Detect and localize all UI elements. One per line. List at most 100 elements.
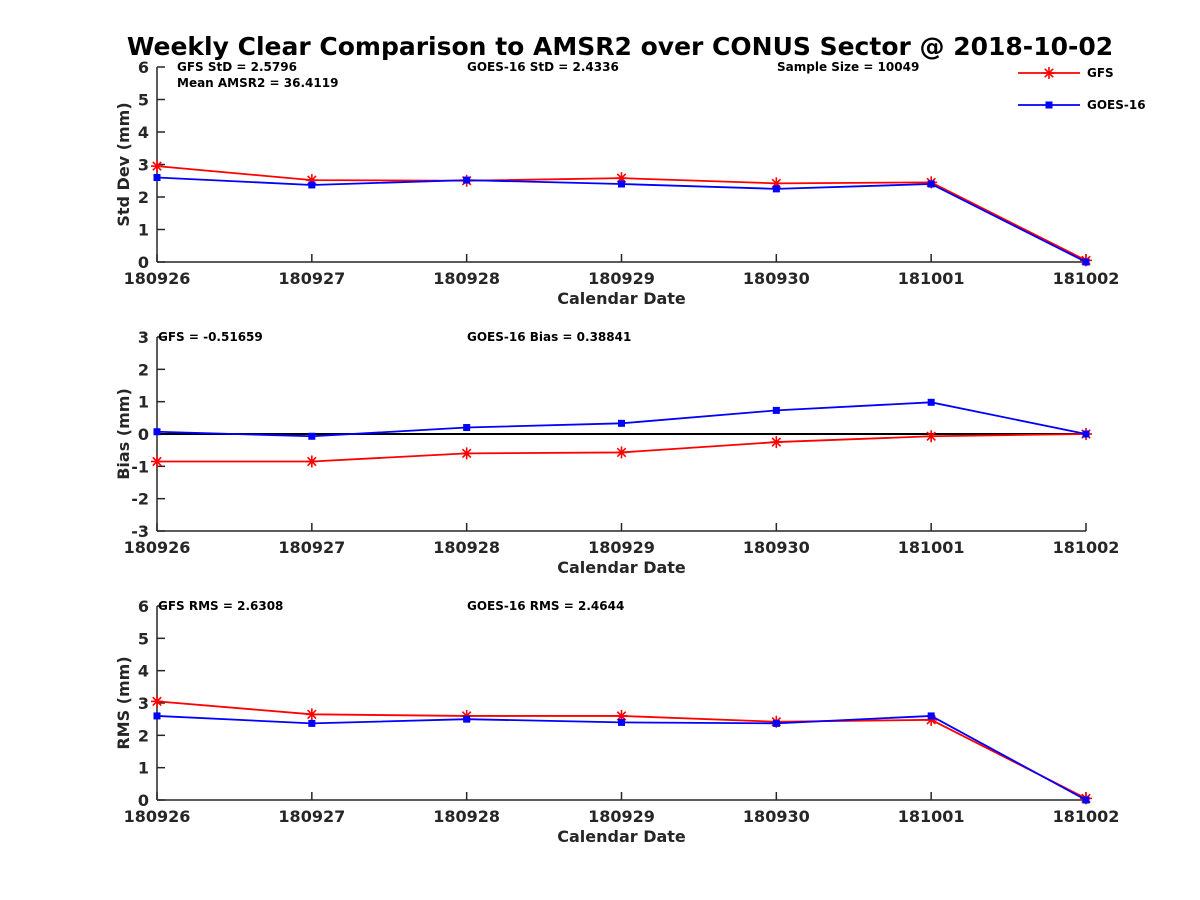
stat-annotation: GOES-16 RMS = 2.4644 [467, 599, 624, 613]
x-tick-label: 181002 [1053, 269, 1120, 288]
data-point-goes16 [927, 180, 935, 188]
y-tick-label: 1 [138, 221, 149, 240]
legend-marker-gfs [1043, 67, 1055, 79]
data-point-gfs [305, 708, 318, 721]
data-point-gfs [305, 455, 318, 468]
y-tick-label: 2 [138, 726, 149, 745]
x-tick-label: 181001 [898, 269, 965, 288]
stat-annotation: Sample Size = 10049 [777, 60, 919, 74]
y-tick-label: 0 [138, 425, 149, 444]
x-tick-label: 181002 [1053, 538, 1120, 557]
legend-goes16-marker [1045, 101, 1053, 109]
data-point-goes16 [463, 176, 471, 184]
data-point-goes16 [772, 406, 780, 414]
panel-1: 0 1 2 3 4 5 6 180926 180927 180928 180929 180930 181… [114, 58, 1119, 308]
data-point-goes16 [463, 715, 471, 723]
data-point-gfs [770, 436, 783, 449]
data-point-gfs [460, 447, 473, 460]
stat-annotation: GFS StD = 2.5796 [177, 60, 297, 74]
x-axis-label: Calendar Date [557, 827, 686, 846]
y-tick-label: 6 [138, 597, 149, 616]
data-point-goes16 [308, 432, 316, 440]
y-axis-label: RMS (mm) [114, 656, 133, 749]
legend-goes16-label: GOES-16 [1087, 98, 1146, 112]
data-point-gfs [925, 430, 938, 443]
x-tick-label: 181001 [898, 538, 965, 557]
data-point-goes16 [927, 398, 935, 406]
x-tick-label: 180930 [743, 269, 810, 288]
legend-gfs-label: GFS [1087, 66, 1114, 80]
data-point-gfs [615, 446, 628, 459]
x-tick-label: 181002 [1053, 807, 1120, 826]
stat-annotation: GFS RMS = 2.6308 [158, 599, 283, 613]
x-tick-label: 180930 [743, 538, 810, 557]
x-tick-label: 180929 [588, 807, 655, 826]
stat-annotation: GOES-16 StD = 2.4336 [467, 60, 619, 74]
data-point-goes16 [1082, 796, 1090, 804]
x-tick-label: 180926 [124, 807, 191, 826]
data-point-goes16 [927, 712, 935, 720]
data-point-goes16 [618, 718, 625, 726]
data-point-goes16 [463, 424, 471, 432]
legend-marker-goes16 [1045, 101, 1053, 109]
y-tick-label: -2 [131, 490, 149, 509]
x-tick-label: 180927 [278, 269, 345, 288]
panel-2: -3 -2 -1 0 1 2 3 180926 180927 180928 180929 180930… [114, 328, 1119, 577]
series-goes16 [153, 398, 1090, 440]
x-tick-label: 180926 [124, 269, 191, 288]
x-tick-label: 180928 [433, 269, 500, 288]
legend: GFS GOES-16 [1018, 66, 1146, 112]
x-tick-label: 180926 [124, 538, 191, 557]
legend-gfs-marker [1043, 67, 1055, 79]
data-point-goes16 [1082, 258, 1090, 266]
y-tick-label: 0 [138, 791, 149, 810]
series-gfs [151, 695, 1092, 805]
stat-annotation: GOES-16 Bias = 0.38841 [467, 330, 631, 344]
stat-annotation: Mean AMSR2 = 36.4119 [177, 76, 338, 90]
data-point-goes16 [772, 719, 780, 727]
y-tick-label: 4 [138, 662, 149, 681]
x-tick-label: 180930 [743, 807, 810, 826]
chart-title: Weekly Clear Comparison to AMSR2 over CO… [127, 32, 1113, 61]
series-line-goes16 [156, 401, 1087, 438]
data-point-goes16 [153, 174, 161, 181]
y-tick-label: -1 [131, 457, 149, 476]
data-point-goes16 [308, 181, 316, 189]
series-goes16 [153, 174, 1090, 266]
y-axis-label: Bias (mm) [114, 388, 133, 480]
x-tick-label: 180927 [278, 538, 345, 557]
series-gfs [151, 428, 1092, 468]
x-tick-label: 181001 [898, 807, 965, 826]
x-axis-label: Calendar Date [557, 558, 686, 577]
data-point-goes16 [308, 719, 316, 727]
stat-annotation: GFS = -0.51659 [158, 330, 263, 344]
y-tick-label: 5 [138, 91, 149, 110]
data-point-goes16 [618, 180, 625, 188]
y-tick-label: 5 [138, 629, 149, 648]
data-point-goes16 [618, 419, 625, 427]
y-axis-label: Std Dev (mm) [114, 102, 133, 226]
data-point-gfs [151, 160, 163, 173]
data-point-goes16 [153, 712, 161, 720]
panel-3: 0 1 2 3 4 5 6 180926 180927 180928 180929 180930 181… [114, 597, 1119, 846]
x-tick-label: 180927 [278, 807, 345, 826]
y-tick-label: 2 [138, 188, 149, 207]
x-tick-label: 180929 [588, 538, 655, 557]
data-point-gfs [151, 695, 163, 708]
data-point-goes16 [153, 428, 161, 436]
series-goes16 [153, 712, 1090, 804]
y-tick-label: 1 [138, 759, 149, 778]
x-tick-label: 180928 [433, 807, 500, 826]
x-tick-label: 180928 [433, 538, 500, 557]
data-point-goes16 [772, 185, 780, 193]
y-tick-label: -3 [131, 522, 149, 541]
series-gfs [151, 160, 1092, 267]
y-tick-label: 3 [138, 694, 149, 713]
y-tick-label: 4 [138, 123, 149, 142]
y-tick-label: 6 [138, 58, 149, 77]
y-tick-label: 3 [138, 328, 149, 347]
x-axis-label: Calendar Date [557, 289, 686, 308]
y-tick-label: 1 [138, 393, 149, 412]
data-point-gfs [151, 455, 163, 468]
